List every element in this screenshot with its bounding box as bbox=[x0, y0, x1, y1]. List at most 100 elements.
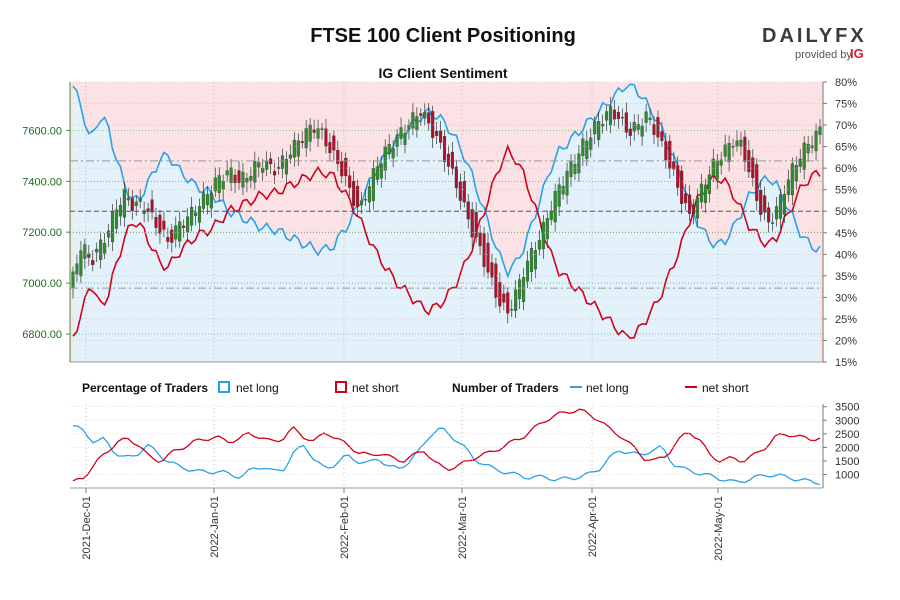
candle-body bbox=[225, 170, 229, 176]
candle-body bbox=[249, 176, 253, 181]
price-tick-label: 6800.00 bbox=[22, 329, 62, 341]
candle-body bbox=[478, 232, 482, 247]
candle-body bbox=[577, 153, 581, 174]
legend-net-short-num-label: net short bbox=[702, 381, 749, 395]
candle-body bbox=[474, 212, 478, 238]
net-long-traders-line bbox=[72, 425, 821, 486]
candle-body bbox=[628, 128, 632, 136]
candle-body bbox=[284, 159, 288, 175]
legend-net-short-pct-label: net short bbox=[352, 381, 399, 395]
candle-body bbox=[676, 165, 680, 188]
legend-net-short-pct-swatch bbox=[335, 381, 347, 393]
candle-body bbox=[490, 262, 494, 278]
candle-body bbox=[541, 221, 545, 250]
candle-body bbox=[498, 282, 502, 307]
candle-body bbox=[332, 135, 336, 151]
candle-body bbox=[454, 166, 458, 189]
candle-body bbox=[656, 117, 660, 138]
candle-body bbox=[166, 237, 170, 242]
candle-body bbox=[403, 133, 407, 145]
pct-tick-label: 40% bbox=[835, 249, 857, 261]
candle-body bbox=[328, 142, 332, 154]
pct-tick-label: 55% bbox=[835, 185, 857, 197]
candle-body bbox=[743, 136, 747, 162]
candle-body bbox=[415, 116, 419, 130]
candle-body bbox=[201, 192, 205, 209]
date-tick-label: 2022-May-01 bbox=[713, 496, 725, 561]
candle-body bbox=[549, 210, 553, 220]
candle-body bbox=[261, 167, 265, 173]
net-long-pct-line bbox=[72, 83, 821, 279]
candle-body bbox=[644, 111, 648, 123]
candle-body bbox=[672, 161, 676, 170]
candle-body bbox=[561, 186, 565, 195]
price-tick-label: 7400.00 bbox=[22, 176, 62, 188]
candle-body bbox=[759, 189, 763, 215]
traders-tick-label: 3500 bbox=[835, 402, 859, 414]
candle-body bbox=[774, 206, 779, 220]
candle-body bbox=[193, 212, 198, 216]
candle-body bbox=[522, 277, 526, 303]
sentiment-panel bbox=[70, 82, 823, 362]
candle-body bbox=[209, 192, 213, 209]
candle-body bbox=[593, 121, 597, 135]
traders-tick-label: 1500 bbox=[835, 456, 859, 468]
candle-body bbox=[83, 244, 87, 259]
candle-body bbox=[292, 139, 296, 158]
candle-body bbox=[304, 128, 308, 149]
pct-tick-label: 75% bbox=[835, 99, 857, 111]
candle-body bbox=[466, 201, 470, 220]
candle-body bbox=[75, 263, 79, 275]
candle-body bbox=[810, 145, 814, 149]
date-tick-label: 2021-Dec-01 bbox=[81, 496, 93, 560]
candle-body bbox=[688, 194, 692, 214]
candle-body bbox=[529, 248, 534, 273]
candle-body bbox=[348, 175, 352, 188]
candle-body bbox=[545, 218, 549, 240]
candle-body bbox=[680, 170, 684, 204]
candle-body bbox=[790, 163, 794, 196]
candle-body bbox=[107, 230, 111, 238]
candle-body bbox=[431, 111, 435, 138]
chart-title: FTSE 100 Client Positioning bbox=[310, 25, 576, 47]
candle-body bbox=[296, 140, 300, 157]
candle-body bbox=[514, 289, 518, 311]
candle-body bbox=[723, 144, 727, 157]
candle-body bbox=[794, 165, 798, 182]
candle-body bbox=[363, 199, 368, 201]
pct-tick-label: 60% bbox=[835, 163, 857, 175]
candle-body bbox=[786, 179, 790, 195]
candle-body bbox=[486, 242, 490, 273]
candle-body bbox=[442, 136, 447, 163]
pct-tick-label: 30% bbox=[835, 292, 857, 304]
candle-body bbox=[344, 157, 348, 177]
candle-body bbox=[229, 167, 233, 183]
candle-body bbox=[336, 150, 340, 164]
candle-body bbox=[695, 197, 700, 219]
candle-body bbox=[138, 198, 142, 202]
candle-body bbox=[640, 125, 644, 137]
date-axis: 2021-Dec-01 2022-Jan-01 2022-Feb-01 2022-Ma… bbox=[81, 82, 725, 561]
candle-body bbox=[699, 183, 703, 203]
candle-body bbox=[778, 194, 783, 219]
logo-ig-brand: IG bbox=[850, 46, 864, 61]
candle-body bbox=[482, 233, 486, 267]
logo-wordmark: DAILYFX bbox=[762, 25, 867, 47]
candle-body bbox=[648, 117, 652, 120]
candle-body bbox=[257, 162, 261, 168]
candle-body bbox=[446, 153, 451, 167]
candle-body bbox=[241, 171, 245, 188]
candle-body bbox=[715, 160, 719, 180]
candle-body bbox=[711, 158, 715, 177]
candle-body bbox=[99, 239, 103, 260]
date-tick-label: 2022-Apr-01 bbox=[587, 496, 599, 557]
traders-tick-label: 3000 bbox=[835, 415, 859, 427]
candle-body bbox=[470, 209, 474, 238]
candle-body bbox=[632, 122, 636, 132]
candle-body bbox=[126, 197, 130, 201]
pct-tick-label: 80% bbox=[835, 77, 857, 89]
traders-tick-label: 2500 bbox=[835, 429, 859, 441]
candle-body bbox=[114, 209, 119, 229]
candle-body bbox=[197, 206, 202, 223]
